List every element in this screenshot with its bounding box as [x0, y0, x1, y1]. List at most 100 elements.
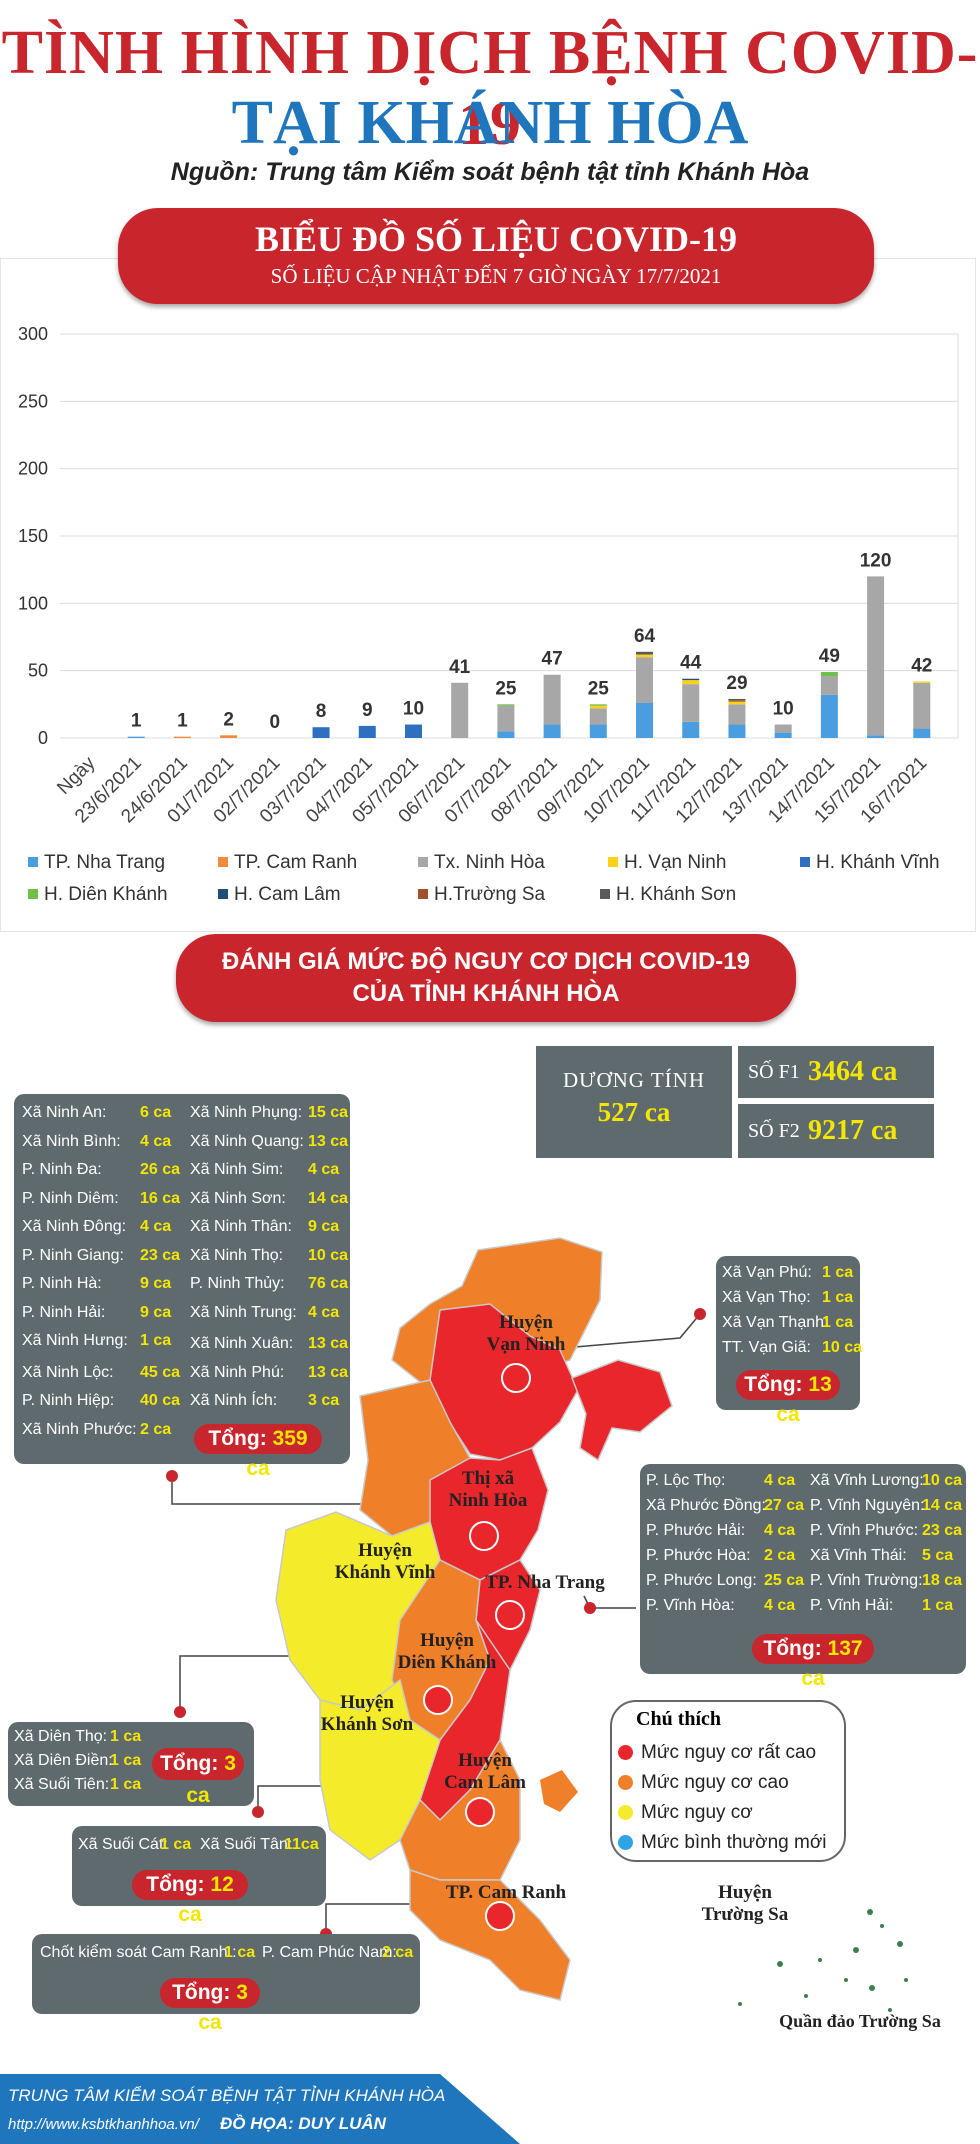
panel-row-value: 2 ca: [764, 1547, 796, 1564]
virus-icon: [495, 1600, 525, 1630]
panel-row-label: Xã Suối Tiên:: [14, 1776, 110, 1793]
panel-row-value: 9 ca: [140, 1303, 172, 1321]
data-label: 10: [403, 699, 424, 720]
bar-segment: [497, 731, 515, 738]
total-label: Tổng:: [208, 1427, 273, 1450]
panel-row-label: P. Phước Long:: [646, 1572, 757, 1589]
y-tick-label: 100: [18, 593, 48, 613]
region-cam-ranh: [409, 1868, 571, 2001]
panel-row-value: 18 ca: [922, 1572, 963, 1589]
bar-segment: [589, 724, 607, 738]
bar-segment: [497, 704, 515, 706]
legend-entry: TP. Cam Ranh: [234, 852, 357, 873]
panel-row-value: 10 ca: [822, 1339, 863, 1356]
bar-segment: [543, 674, 561, 725]
bar-segment: [636, 657, 654, 703]
bar-segment: [820, 672, 838, 677]
y-tick-label: 150: [18, 526, 48, 546]
legend-swatch: [418, 857, 428, 867]
f1-box: SỐ F1 3464 ca: [738, 1046, 934, 1098]
panel-row-label: Xã Ninh Phụng:: [190, 1104, 303, 1121]
panel-row-value: 1 ca: [140, 1332, 172, 1349]
panel-row-value: 27 ca: [764, 1497, 805, 1514]
panel-cam-lam: Xã Suối Cát: 1 ca Xã Suối Tân: 11ca Tổng: 12…: [72, 1826, 326, 1926]
panel-row-value: 23 ca: [140, 1246, 181, 1264]
panel-row-label: Xã Ninh Phú:: [190, 1363, 285, 1381]
bar-segment: [913, 681, 931, 683]
panel-row-value: 76 ca: [308, 1275, 349, 1292]
total-label: Tổng:: [146, 1873, 211, 1896]
panel-row-value: 23 ca: [922, 1522, 963, 1539]
data-label: 9: [362, 700, 373, 721]
bar-segment: [682, 684, 700, 722]
panel-row-label: Xã Ninh Lộc:: [22, 1363, 114, 1381]
panel-row-label: Xã Vĩnh Thái:: [810, 1547, 907, 1564]
main-title-line2: TẠI KHÁNH HÒA: [231, 89, 749, 157]
truong-sa-islands: [738, 1909, 908, 2012]
bar-segment: [312, 727, 330, 738]
panel-row-label: P. Phước Hải:: [646, 1522, 746, 1539]
total-badge: Tổng: 137 ca: [752, 1634, 874, 1690]
panel-row-label: Xã Vĩnh Lương:: [810, 1472, 924, 1489]
total-label: Tổng:: [763, 1637, 828, 1660]
bar-segment: [913, 728, 931, 738]
total-value: 12 ca: [178, 1873, 234, 1926]
f2-value: 9217 ca: [808, 1115, 898, 1146]
legend-swatch: [800, 857, 810, 867]
data-label: 41: [449, 657, 471, 678]
f2-label: SỐ F2: [748, 1119, 800, 1142]
panel-row-label: Xã Ninh An:: [22, 1104, 107, 1121]
panel-row-label: Xã Suối Cát:: [78, 1836, 168, 1853]
data-label: 25: [588, 678, 610, 699]
panel-row-value: 4 ca: [308, 1161, 340, 1178]
panel-row-label: Xã Ninh Sim:: [190, 1161, 284, 1178]
data-label: 120: [860, 550, 892, 571]
label-khanh-son: Huyện Khánh Sơn: [320, 1692, 414, 1735]
panel-row-value: 11ca: [284, 1836, 319, 1853]
data-label: 8: [316, 701, 327, 722]
footer-credit: ĐỒ HỌA: DUY LUÂN: [220, 2114, 386, 2133]
panel-row-label: P. Ninh Diêm:: [22, 1189, 119, 1207]
data-label: 1: [177, 711, 188, 732]
panel-row-label: Xã Vạn Phú:: [722, 1264, 812, 1281]
panel-row-label: P. Ninh Giang:: [22, 1246, 124, 1264]
virus-icon: [423, 1685, 453, 1715]
map-legend: Chú thích Mức nguy cơ rất cao Mức nguy c…: [610, 1700, 846, 1862]
panel-row-value: 1 ca: [110, 1752, 142, 1769]
panel-row-value: 10 ca: [922, 1472, 963, 1489]
y-tick-label: 300: [18, 324, 48, 344]
panel-row-label: P. Ninh Hải:: [22, 1303, 106, 1321]
legend-entry: H. Vạn Ninh: [624, 852, 726, 873]
region-cam-ranh-islands: [540, 1770, 578, 1812]
panel-row-value: 1 ca: [922, 1597, 954, 1614]
panel-row-value: 45 ca: [140, 1363, 181, 1381]
risk-banner: ĐÁNH GIÁ MỨC ĐỘ NGUY CƠ DỊCH COVID-19 CỦ…: [176, 934, 796, 1022]
total-value: 3 ca: [198, 1981, 248, 2034]
footer-url[interactable]: http://www.ksbtkhanhhoa.vn/: [8, 2116, 199, 2133]
chart-banner: BIỂU ĐỒ SỐ LIỆU COVID-19 SỐ LIỆU CẬP NHẬ…: [118, 208, 874, 304]
legend-entry: H.Trường Sa: [434, 884, 545, 905]
label-van-ninh: Huyện Vạn Ninh: [486, 1312, 566, 1355]
panel-van-ninh: Xã Vạn Phú: 1 ca Xã Vạn Thọ: 1 ca Xã Vạn Thạ…: [716, 1256, 863, 1426]
panel-row-value: 1 ca: [822, 1289, 854, 1306]
bar-segment: [728, 704, 746, 725]
positive-box: DƯƠNG TÍNH 527 ca: [536, 1046, 732, 1158]
legend-entry: H. Khánh Vĩnh: [816, 852, 940, 873]
bar-segment: [728, 724, 746, 738]
bar-segment: [127, 736, 145, 738]
risk-title-line1: ĐÁNH GIÁ MỨC ĐỘ NGUY CƠ DỊCH COVID-19: [222, 948, 750, 975]
label-nha-trang: TP. Nha Trang: [485, 1572, 605, 1593]
panel-row-label: P. Cam Phúc Nam:: [262, 1944, 397, 1961]
panel-row-label: Xã Ninh Thân:: [190, 1218, 292, 1235]
label-ninh-hoa: Thị xã Ninh Hòa: [448, 1468, 528, 1511]
stacked-bar-chart: 050100150200250300Ngày123/6/2021124/6/20…: [18, 324, 959, 905]
total-badge: Tổng: 13 ca: [736, 1370, 840, 1426]
label-cam-ranh: TP. Cam Ranh: [445, 1882, 567, 1903]
panel-row-label: P. Vĩnh Nguyên:: [810, 1497, 925, 1514]
connector-dots: [166, 1308, 706, 1940]
panel-row-label: Xã Ninh Quang:: [190, 1132, 304, 1150]
panel-row-value: 1 ca: [224, 1944, 256, 1961]
legend-dot: [618, 1835, 633, 1850]
panel-row-label: Xã Ninh Hưng:: [22, 1332, 128, 1349]
virus-icon: [465, 1797, 495, 1827]
